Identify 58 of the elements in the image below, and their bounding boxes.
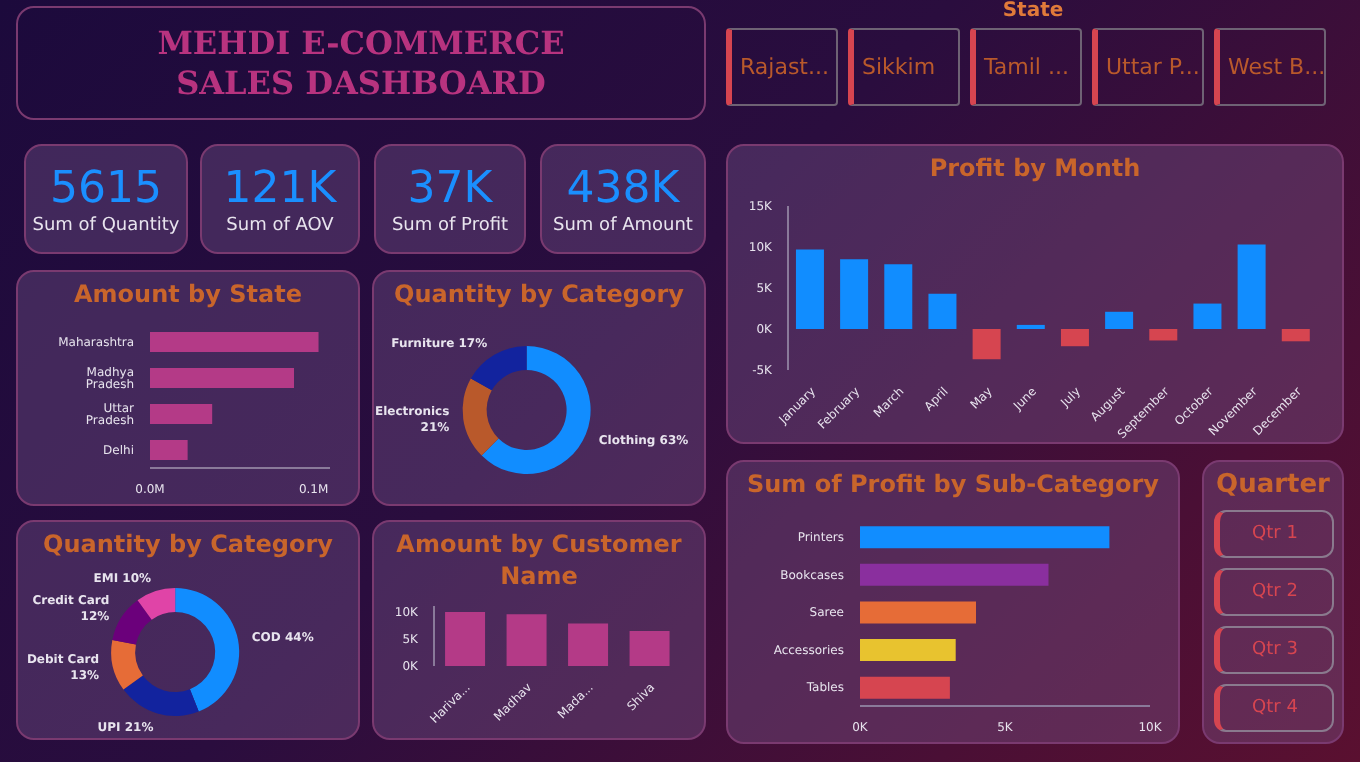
text: Uttar P... bbox=[1092, 28, 1204, 106]
bar bbox=[860, 676, 950, 699]
bar bbox=[1149, 329, 1178, 341]
bar bbox=[1193, 303, 1222, 329]
bar bbox=[506, 614, 547, 666]
donut-slice bbox=[175, 588, 240, 712]
text: Qtr 1 bbox=[1213, 510, 1333, 558]
text: 121K bbox=[223, 163, 337, 215]
bar bbox=[1060, 329, 1089, 347]
bar bbox=[629, 631, 670, 666]
bar bbox=[860, 526, 1110, 549]
chart-title: Amount by State bbox=[72, 278, 304, 312]
chart-title: Quantity by Category bbox=[41, 528, 335, 562]
bar bbox=[445, 612, 486, 666]
text: Qtr 4 bbox=[1213, 684, 1333, 732]
text: Tamil ... bbox=[970, 28, 1082, 106]
donut-slice bbox=[462, 378, 499, 456]
text: Sikkim bbox=[848, 28, 960, 106]
bar bbox=[795, 249, 824, 329]
bar bbox=[568, 623, 609, 666]
text: MEHDI E-COMMERCE SALES DASHBOARD bbox=[16, 6, 706, 120]
bar bbox=[860, 563, 1049, 586]
bar bbox=[1237, 244, 1266, 329]
text: Sum of Profit bbox=[391, 215, 509, 235]
bar bbox=[150, 367, 294, 388]
donut-slice bbox=[470, 346, 527, 391]
chart-title: Amount by Customer Name bbox=[394, 528, 684, 594]
text: State bbox=[1000, 0, 1066, 26]
chart-title: Quantity by Category bbox=[392, 278, 686, 312]
donut-slice bbox=[112, 600, 152, 645]
text: 37K bbox=[407, 163, 493, 215]
chart-title: Profit by Month bbox=[927, 152, 1143, 186]
bar bbox=[150, 403, 213, 424]
bar bbox=[884, 264, 913, 329]
chart-title: Sum of Profit by Sub-Category bbox=[745, 468, 1161, 502]
bar bbox=[840, 259, 869, 329]
text: Sum of Quantity bbox=[32, 215, 180, 235]
bar bbox=[150, 331, 319, 352]
text: Rajast... bbox=[726, 28, 838, 106]
text: 438K bbox=[566, 163, 680, 215]
text: Sum of Amount bbox=[553, 215, 693, 235]
text: West B... bbox=[1214, 28, 1326, 106]
text: Quarter bbox=[1216, 468, 1330, 504]
bar bbox=[150, 439, 188, 460]
text: Qtr 3 bbox=[1213, 626, 1333, 674]
bar bbox=[860, 639, 956, 662]
donut-slice bbox=[137, 588, 176, 620]
bar bbox=[1281, 329, 1310, 342]
bar bbox=[1105, 311, 1134, 329]
text: Qtr 2 bbox=[1213, 568, 1333, 616]
bar bbox=[928, 293, 957, 329]
donut-slice bbox=[481, 346, 591, 474]
text: Sum of AOV bbox=[226, 215, 334, 235]
bar bbox=[860, 601, 976, 624]
text: 5615 bbox=[50, 163, 162, 215]
donut-slice bbox=[111, 640, 143, 690]
bar bbox=[972, 329, 1001, 360]
donut-slice bbox=[123, 675, 199, 716]
